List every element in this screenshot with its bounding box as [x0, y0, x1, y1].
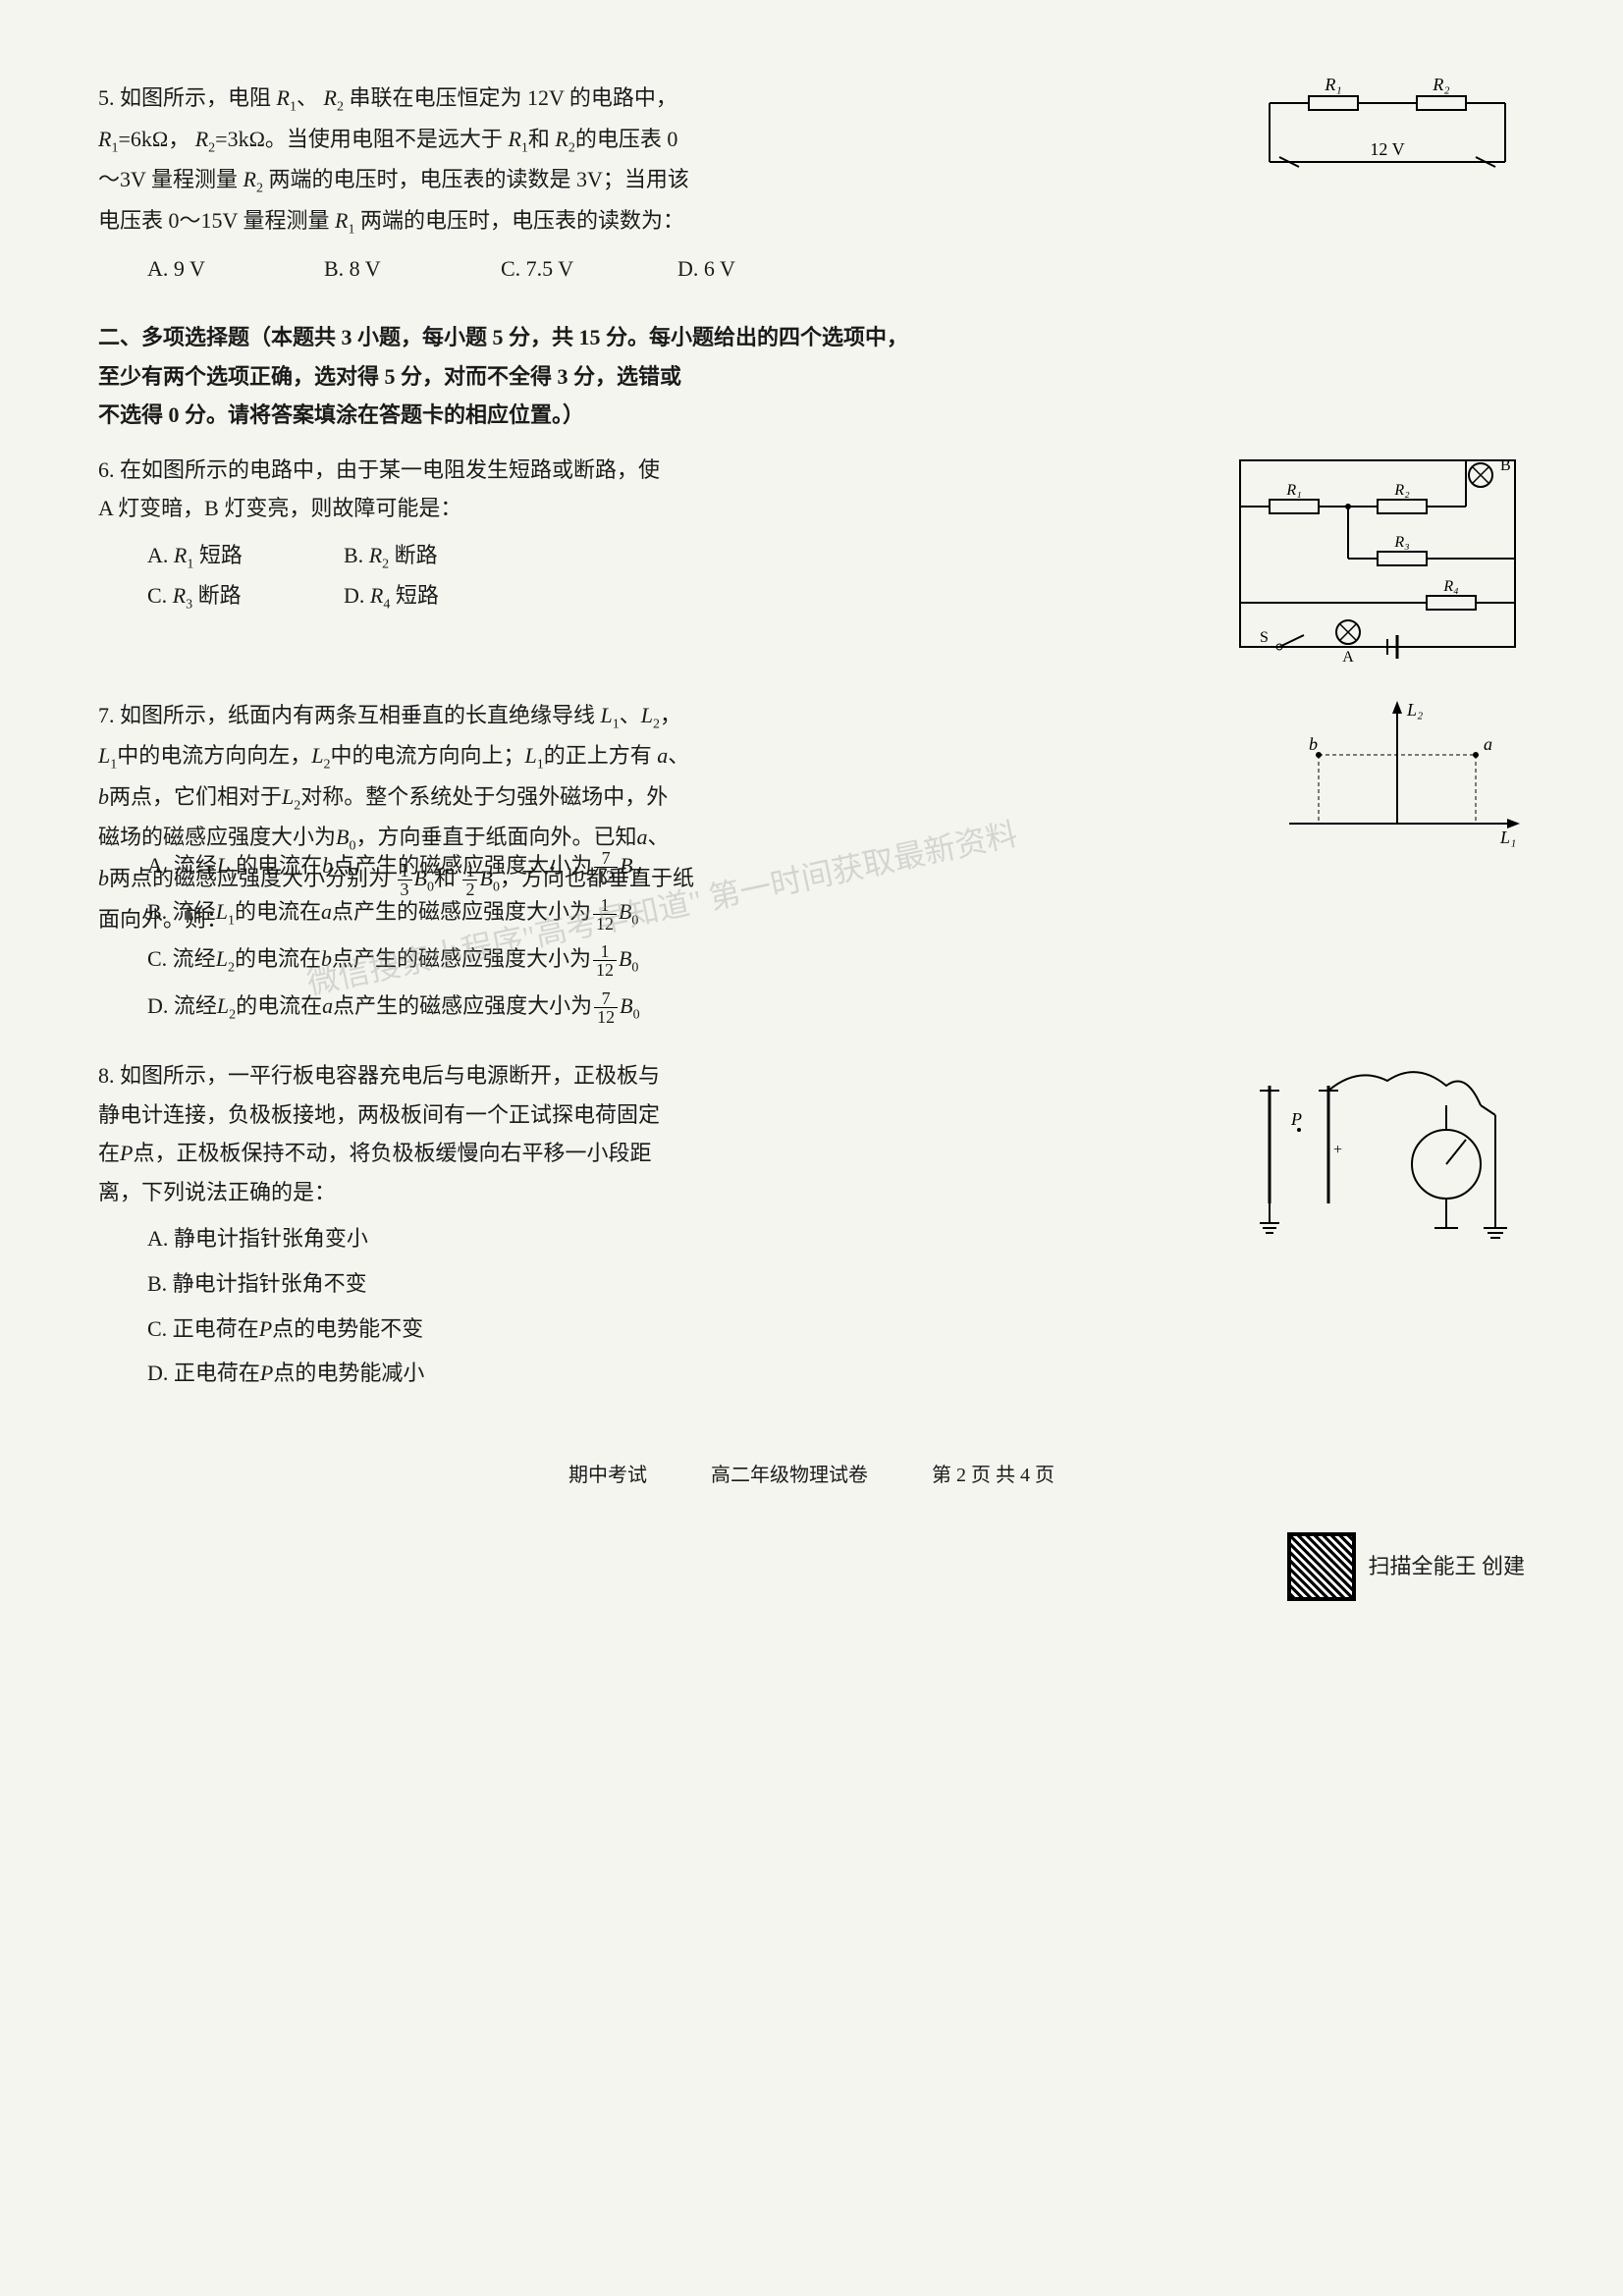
qr-code-icon	[1287, 1532, 1356, 1601]
q5-options: A. 9 V B. 8 V C. 7.5 V D. 6 V	[98, 249, 1525, 289]
svg-text:R₁: R₁	[1324, 79, 1341, 94]
q8-figure: P +	[1230, 1056, 1525, 1253]
svg-text:B: B	[1500, 457, 1511, 474]
question-8: 8. 如图所示，一平行板电容器充电后与电源断开，正极板与 静电计连接，负极板接地…	[98, 1056, 1525, 1399]
q7-opt-d[interactable]: D. 流经L2的电流在a点产生的磁感应强度大小为712B0	[147, 987, 1525, 1028]
q5-figure: R₁ R₂ 12 V	[1250, 79, 1525, 187]
q5-r2: R	[323, 85, 336, 110]
q8-options: A. 静电计指针张角变小 B. 静电计指针张角不变 C. 正电荷在P点的电势能不…	[98, 1219, 1201, 1392]
q7-figure: L₂ L₁ b a	[1270, 696, 1525, 873]
q5-opt-b[interactable]: B. 8 V	[324, 249, 461, 289]
q8-opt-c[interactable]: C. 正电荷在P点的电势能不变	[147, 1309, 1201, 1349]
q6-text: 6. 在如图所示的电路中，由于某一电阻发生短路或断路，使 A 灯变暗，B 灯变亮…	[98, 451, 1201, 617]
svg-text:R₃: R₃	[1393, 534, 1409, 551]
svg-text:R₁: R₁	[1285, 482, 1301, 499]
q5-opt-c[interactable]: C. 7.5 V	[501, 249, 638, 289]
scan-note: 扫描全能王 创建	[98, 1532, 1525, 1601]
q5-r1: R	[277, 85, 290, 110]
svg-text:P: P	[1290, 1109, 1302, 1129]
svg-text:b: b	[1309, 734, 1318, 754]
svg-text:+: +	[1333, 1142, 1342, 1158]
question-5: 5. 如图所示，电阻 R1、 R2 串联在电压恒定为 12V 的电路中， R1=…	[98, 79, 1525, 289]
svg-text:R₂: R₂	[1393, 482, 1410, 499]
q6-figure: R₁ R₂ B R₃ R₄	[1230, 451, 1525, 667]
svg-text:12 V: 12 V	[1370, 139, 1404, 159]
svg-text:R₄: R₄	[1442, 578, 1458, 595]
q5-text: 5. 如图所示，电阻 R1、 R2 串联在电压恒定为 12V 的电路中， R1=…	[98, 79, 1220, 249]
capacitor-q8-icon: P +	[1230, 1056, 1525, 1253]
footer-subject: 高二年级物理试卷	[711, 1465, 868, 1486]
q6-opt-d[interactable]: D. R4 短路	[344, 576, 481, 617]
q8-opt-b[interactable]: B. 静电计指针张角不变	[147, 1264, 1201, 1304]
q8-opt-a[interactable]: A. 静电计指针张角变小	[147, 1219, 1201, 1258]
question-6: 6. 在如图所示的电路中，由于某一电阻发生短路或断路，使 A 灯变暗，B 灯变亮…	[98, 451, 1525, 667]
q6-opt-b[interactable]: B. R2 断路	[344, 536, 481, 577]
svg-text:R₂: R₂	[1432, 79, 1449, 94]
svg-text:L₁: L₁	[1499, 828, 1516, 847]
q5-l1: 5. 如图所示，电阻	[98, 85, 271, 110]
diagram-q7-icon: L₂ L₁ b a	[1270, 696, 1525, 873]
circuit-q5-icon: R₁ R₂ 12 V	[1250, 79, 1525, 187]
q5-opt-a[interactable]: A. 9 V	[147, 249, 285, 289]
svg-text:L₂: L₂	[1406, 700, 1423, 720]
circuit-q6-icon: R₁ R₂ B R₃ R₄	[1230, 451, 1525, 667]
question-7: 7. 如图所示，纸面内有两条互相垂直的长直绝缘导线 L1、L2， L1中的电流方…	[98, 696, 1525, 1027]
svg-text:S: S	[1260, 629, 1269, 646]
q8-text: 8. 如图所示，一平行板电容器充电后与电源断开，正极板与 静电计连接，负极板接地…	[98, 1056, 1201, 1399]
footer-exam: 期中考试	[568, 1465, 647, 1486]
page-footer: 期中考试 高二年级物理试卷 第 2 页 共 4 页	[98, 1458, 1525, 1493]
section-2-header: 二、多项选择题（本题共 3 小题，每小题 5 分，共 15 分。每小题给出的四个…	[98, 318, 1525, 435]
svg-text:A: A	[1342, 649, 1354, 666]
footer-page: 第 2 页 共 4 页	[932, 1465, 1055, 1486]
svg-text:a: a	[1484, 734, 1492, 754]
q5-opt-d[interactable]: D. 6 V	[677, 249, 815, 289]
q8-opt-d[interactable]: D. 正电荷在P点的电势能减小	[147, 1354, 1201, 1393]
q6-opt-c[interactable]: C. R3 断路	[147, 576, 285, 617]
q6-opt-a[interactable]: A. R1 短路	[147, 536, 285, 577]
